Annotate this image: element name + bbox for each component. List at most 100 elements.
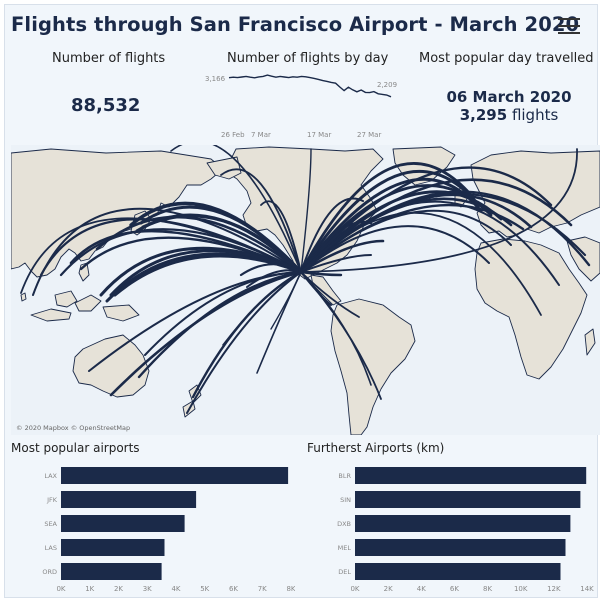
popular-airports-chart[interactable]: LAX JFK SEA LAS ORD 0K 1K 2K 3K 4K 5K 6K 7K 8K [5, 457, 295, 597]
bar [355, 563, 561, 580]
x-tick-label: 2K [384, 585, 393, 593]
madagascar [584, 328, 596, 356]
africa [474, 238, 588, 380]
flight-route [186, 271, 302, 414]
sparkline-x-ticks: 26 Feb 7 Mar 17 Mar 27 Mar [221, 131, 381, 139]
indonesia-3 [74, 294, 102, 312]
flight-route [300, 148, 312, 273]
sparkline-end-label: 2,209 [377, 81, 397, 89]
sparkline-x-tick: 7 Mar [251, 131, 271, 139]
flight-route [300, 197, 364, 273]
x-tick-label: 6K [229, 585, 238, 593]
route-map[interactable]: © 2020 Mapbox © OpenStreetMap [11, 145, 600, 435]
x-tick-label: 0K [56, 585, 65, 593]
alaska [206, 156, 242, 180]
new-guinea [102, 304, 140, 322]
x-tick-label: 1K [85, 585, 94, 593]
category-label: SEA [44, 520, 57, 528]
bar [355, 467, 587, 484]
flights-count-value: 88,532 [71, 95, 141, 116]
popular-day-flights: 3,295 flights [419, 106, 599, 124]
flights-count-label: Number of flights [52, 51, 166, 66]
flight-route [220, 168, 302, 273]
flight-route [300, 254, 372, 273]
flight-route [300, 271, 360, 318]
popular-day-unit: flights [511, 106, 559, 124]
flight-route [300, 200, 560, 286]
x-tick-label: 3K [143, 585, 152, 593]
flight-route [260, 200, 302, 273]
bar [355, 491, 581, 508]
bar [61, 491, 197, 508]
sparkline-x-tick: 27 Mar [357, 131, 381, 139]
category-label: JFK [46, 496, 58, 504]
flight-route [300, 209, 512, 273]
page-title: Flights through San Francisco Airport - … [11, 13, 580, 36]
x-tick-label: 0K [350, 585, 359, 593]
flight-route [20, 217, 302, 294]
map-land [11, 146, 600, 435]
flight-route [144, 271, 302, 356]
indonesia-1 [30, 308, 72, 322]
category-label: SIN [340, 496, 351, 504]
bar [355, 539, 566, 556]
sfo-hub-marker [298, 269, 304, 275]
bar [61, 539, 165, 556]
x-tick-label: 12K [547, 585, 561, 593]
x-tick-label: 6K [450, 585, 459, 593]
category-label: MEL [338, 544, 352, 552]
sparkline-x-tick: 26 Feb [221, 131, 245, 139]
sparkline-start-label: 3,166 [205, 75, 226, 83]
flights-by-day-label: Number of flights by day [227, 51, 389, 66]
x-tick-label: 4K [417, 585, 426, 593]
furthest-airports-title: Furtherst Airports (km) [307, 441, 445, 455]
flight-route [300, 148, 578, 273]
flight-route [95, 215, 303, 274]
bar [61, 515, 185, 532]
x-tick-label: 8K [286, 585, 295, 593]
sparkline-x-tick: 17 Mar [307, 131, 331, 139]
category-label: DXB [337, 520, 351, 528]
flight-route [246, 269, 302, 288]
sri-lanka [20, 292, 27, 302]
x-tick-label: 7K [258, 585, 267, 593]
x-tick-label: 10K [514, 585, 528, 593]
x-tick-label: 14K [580, 585, 594, 593]
dashboard: Flights through San Francisco Airport - … [4, 4, 600, 598]
x-tick-label: 2K [114, 585, 123, 593]
popular-airports-title: Most popular airports [11, 441, 140, 455]
flight-route [299, 239, 385, 274]
popular-day-label: Most popular day travelled [419, 51, 594, 66]
flight-route [270, 271, 302, 330]
category-label: LAX [44, 472, 57, 480]
flight-route [141, 214, 303, 274]
x-tick-label: 4K [171, 585, 180, 593]
south-america [330, 298, 416, 435]
hamburger-menu-icon[interactable] [558, 18, 580, 36]
indonesia-2 [54, 290, 78, 308]
flight-route [299, 162, 473, 274]
flight-route [300, 271, 382, 400]
x-tick-label: 5K [200, 585, 209, 593]
flight-route [137, 270, 303, 379]
flight-route [222, 271, 302, 346]
bar [355, 515, 571, 532]
category-label: BLR [338, 472, 351, 480]
flight-route [109, 249, 303, 297]
popular-day-date: 06 March 2020 [446, 88, 572, 106]
flight-route [299, 166, 553, 274]
flight-routes [20, 145, 591, 414]
flight-route [170, 145, 302, 273]
sparkline-series-line [228, 74, 392, 98]
flight-route [299, 178, 573, 274]
x-tick-label: 8K [483, 585, 492, 593]
flight-route [299, 169, 479, 274]
flight-route [300, 225, 490, 273]
flights-by-day-sparkline[interactable]: 3,166 2,209 26 Feb 7 Mar 17 Mar 27 Mar [205, 71, 415, 141]
route-map-canvas[interactable] [11, 145, 600, 435]
bar [61, 467, 289, 484]
furthest-airports-chart[interactable]: BLR SIN DXB MEL DEL 0K 2K 4K 6K 8K 10K 12K 14K [303, 457, 595, 597]
australia [72, 334, 150, 398]
category-label: DEL [338, 568, 351, 576]
category-label: LAS [45, 544, 57, 552]
